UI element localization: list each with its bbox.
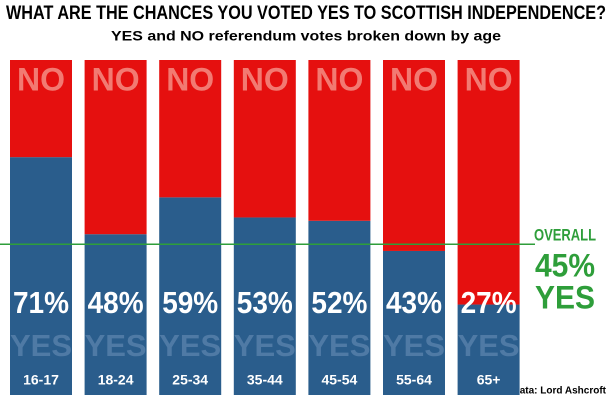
x-tick-label: 35-44: [247, 372, 283, 388]
no-label: NO: [166, 61, 214, 97]
bar-segment: [84, 60, 147, 235]
bar-segment: [10, 60, 72, 158]
bar-segment: [383, 60, 445, 251]
no-label: NO: [390, 61, 438, 97]
x-tick-label: 16-17: [23, 372, 59, 388]
bar-segment: [383, 250, 445, 395]
bar-segment: [10, 157, 72, 395]
overall-yes: YES: [535, 279, 595, 315]
yes-label: YES: [85, 328, 147, 363]
yes-label: YES: [458, 328, 520, 363]
x-tick-label: 25-34: [172, 372, 208, 388]
bar-segment: [308, 220, 371, 395]
no-label: NO: [241, 61, 289, 97]
no-label: NO: [17, 61, 65, 97]
no-label: NO: [92, 61, 140, 97]
value-label: 43%: [386, 285, 442, 320]
yes-label: YES: [234, 328, 296, 363]
bar-segment: [457, 60, 520, 305]
no-label: NO: [315, 61, 363, 97]
x-tick-label: 65+: [477, 372, 501, 388]
bar-segment: [159, 197, 222, 395]
value-label: 71%: [13, 285, 69, 320]
overall-value: 45%: [535, 247, 595, 283]
bar-segment: [308, 60, 371, 221]
overall-label: OVERALL: [534, 225, 596, 244]
bar-segment: [84, 234, 147, 395]
bar-segment: [159, 60, 222, 198]
value-label: 53%: [237, 285, 293, 320]
x-tick-label: 55-64: [396, 372, 432, 388]
yes-label: YES: [308, 328, 370, 363]
yes-label: YES: [10, 328, 72, 363]
x-tick-label: 18-24: [98, 372, 134, 388]
bar-segment: [233, 217, 296, 395]
value-label: 59%: [162, 285, 218, 320]
x-tick-label: 45-54: [321, 372, 357, 388]
value-label: 48%: [88, 285, 144, 320]
value-label: 52%: [311, 285, 367, 320]
yes-label: YES: [383, 328, 445, 363]
chart-subtitle: YES and NO referendum votes broken down …: [111, 28, 501, 44]
source: Data: Lord Ashcroft: [512, 386, 606, 397]
bar-segment: [457, 304, 520, 395]
chart-title: WHAT ARE THE CHANCES YOU VOTED YES TO SC…: [6, 3, 606, 24]
value-label: 27%: [461, 285, 517, 320]
bar-segment: [233, 60, 296, 218]
no-label: NO: [465, 61, 513, 97]
yes-label: YES: [159, 328, 221, 363]
